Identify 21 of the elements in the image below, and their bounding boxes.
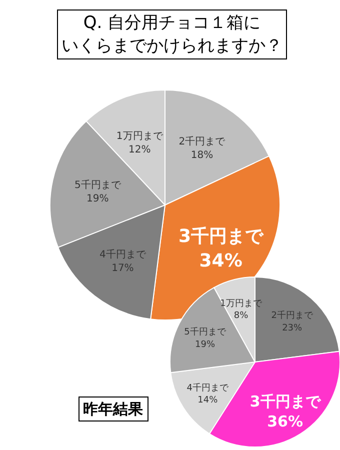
data-label: 12% <box>128 144 151 156</box>
data-label: 14% <box>198 395 218 406</box>
slice-label: 5千円まで <box>184 326 227 338</box>
data-label: 18% <box>190 150 214 162</box>
slice-label: 3千円まで <box>250 392 322 410</box>
data-label: 19% <box>195 340 216 350</box>
data-label: 34% <box>199 250 242 272</box>
data-label: 36% <box>267 412 304 431</box>
data-label: 8% <box>234 311 249 322</box>
slice-label: 4千円まで <box>186 382 230 394</box>
text: 昨年結果 <box>83 400 144 418</box>
slice-label: 4千円まで <box>100 248 147 261</box>
data-label: 23% <box>282 323 303 334</box>
data-label: 17% <box>112 263 134 274</box>
slice-label: 3千円まで <box>178 226 264 247</box>
chart-title: Q. 自分用チョコ１箱にいくらまでかけられますか？ <box>62 13 282 56</box>
slice-label: 2千円まで <box>178 136 226 148</box>
slice-label: 5千円まで <box>74 178 122 191</box>
slice-label: 2千円まで <box>271 310 314 322</box>
slice-label: 1万円まで <box>116 130 164 142</box>
data-label: 19% <box>86 193 109 204</box>
